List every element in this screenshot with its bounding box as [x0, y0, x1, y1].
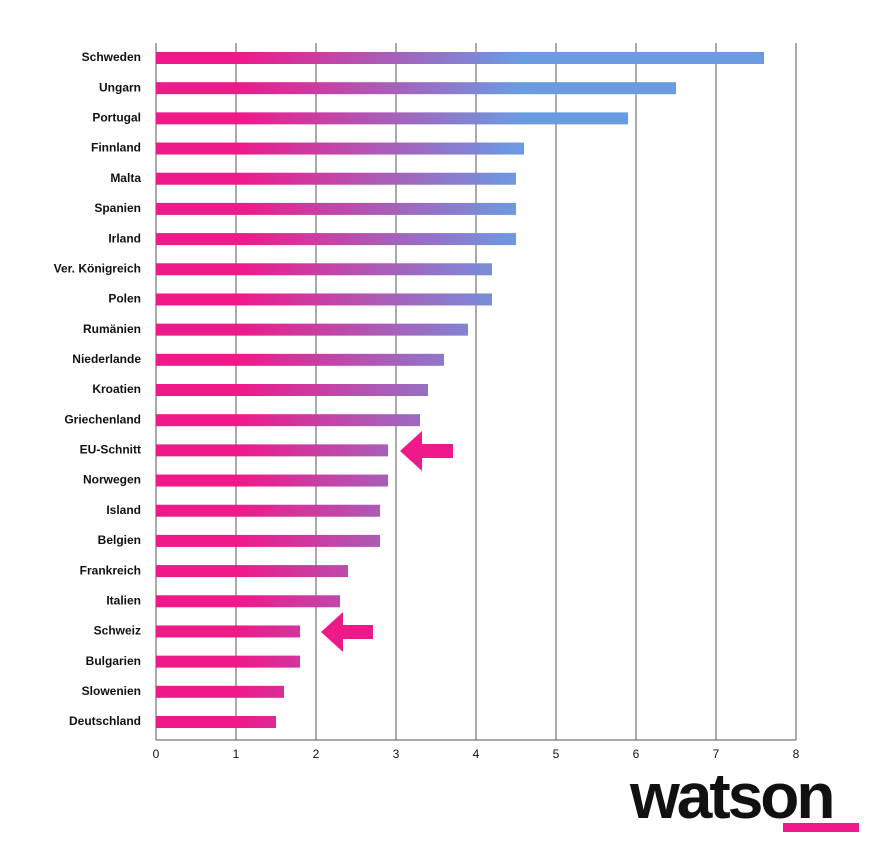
x-tick-label: 4 [473, 747, 480, 761]
bar [156, 444, 388, 457]
x-tick-label: 7 [713, 747, 720, 761]
bar [156, 565, 348, 578]
y-tick-label: Malta [110, 171, 141, 185]
y-tick-label: Ungarn [99, 80, 141, 94]
y-tick-label: Schweden [82, 50, 141, 64]
y-tick-label: Niederlande [72, 352, 141, 366]
bar [156, 112, 628, 125]
y-tick-label: EU-Schnitt [80, 443, 141, 457]
plot: 0 1 2 3 4 5 6 7 8 Schweden Ungarn Portugal Finnland M… [54, 43, 800, 761]
bar [156, 202, 516, 215]
bar [156, 534, 380, 547]
bar [156, 82, 676, 95]
bar [156, 595, 340, 608]
bar [156, 263, 492, 276]
y-tick-label: Griechenland [64, 412, 141, 426]
bar [156, 504, 380, 517]
bar [156, 233, 516, 246]
bar [156, 384, 428, 396]
y-tick-label: Finnland [91, 141, 141, 155]
y-tick-label: Portugal [92, 111, 141, 125]
y-tick-label: Deutschland [69, 714, 141, 728]
bar [156, 685, 284, 698]
y-tick-label: Spanien [94, 201, 141, 215]
bar [156, 655, 300, 668]
y-tick-label: Norwegen [83, 473, 141, 487]
y-tick-label: Belgien [98, 533, 141, 547]
y-tick-label: Frankreich [80, 563, 141, 577]
x-tick-label: 1 [233, 747, 240, 761]
bar [156, 323, 468, 336]
bar [156, 716, 276, 728]
logo-underline [783, 823, 859, 832]
y-tick-label: Kroatien [92, 382, 141, 396]
x-tick-label: 5 [553, 747, 560, 761]
logo: watson [629, 760, 832, 832]
bar [156, 474, 388, 487]
y-tick-label: Irland [108, 231, 141, 245]
bar [156, 625, 300, 638]
y-tick-label: Slowenien [82, 684, 141, 698]
x-tick-label: 8 [793, 747, 800, 761]
bar [156, 52, 764, 64]
x-tick-label: 6 [633, 747, 640, 761]
y-tick-label: Italien [106, 593, 141, 607]
arrow [400, 431, 453, 471]
arrow [321, 612, 373, 652]
x-tick-label: 2 [313, 747, 320, 761]
y-tick-label: Island [106, 503, 141, 517]
y-tick-label: Rumänien [83, 322, 141, 336]
bar [156, 353, 444, 366]
bar [156, 414, 420, 427]
bar [156, 172, 516, 185]
y-tick-label: Bulgarien [86, 654, 141, 668]
bar [156, 142, 524, 155]
x-tick-label: 3 [393, 747, 400, 761]
y-tick-label: Polen [108, 292, 141, 306]
y-tick-label: Ver. Königreich [54, 261, 141, 275]
y-tick-label: Schweiz [94, 624, 141, 638]
x-tick-label: 0 [153, 747, 160, 761]
bar [156, 293, 492, 306]
